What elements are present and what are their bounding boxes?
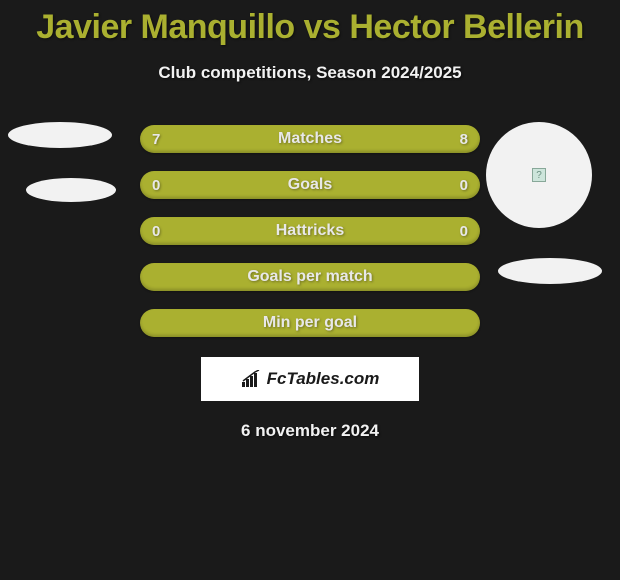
bar-chart-icon bbox=[241, 370, 263, 388]
stat-left-value: 0 bbox=[152, 223, 160, 240]
stat-row-matches: 7 Matches 8 bbox=[140, 125, 480, 153]
stat-right-value: 0 bbox=[460, 223, 468, 240]
stat-left-value: 7 bbox=[152, 131, 160, 148]
stat-left-value: 0 bbox=[152, 177, 160, 194]
stat-row-goals: 0 Goals 0 bbox=[140, 171, 480, 199]
stat-row-hattricks: 0 Hattricks 0 bbox=[140, 217, 480, 245]
site-logo-text: FcTables.com bbox=[267, 369, 380, 389]
stat-label: Goals per match bbox=[247, 268, 372, 286]
stat-label: Goals bbox=[288, 176, 332, 194]
placeholder-image-icon: ? bbox=[532, 168, 546, 182]
player-left-avatar-shadow-2 bbox=[26, 178, 116, 202]
stat-label: Hattricks bbox=[276, 222, 344, 240]
date-label: 6 november 2024 bbox=[0, 421, 620, 441]
stat-row-goals-per-match: Goals per match bbox=[140, 263, 480, 291]
site-logo[interactable]: FcTables.com bbox=[201, 357, 419, 401]
stat-right-value: 8 bbox=[460, 131, 468, 148]
stat-label: Matches bbox=[278, 130, 342, 148]
player-right-avatar-shadow bbox=[498, 258, 602, 284]
subtitle: Club competitions, Season 2024/2025 bbox=[0, 63, 620, 83]
stat-label: Min per goal bbox=[263, 314, 357, 332]
player-right-avatar: ? bbox=[486, 122, 592, 228]
page-title: Javier Manquillo vs Hector Bellerin bbox=[0, 0, 620, 47]
stat-row-min-per-goal: Min per goal bbox=[140, 309, 480, 337]
stat-right-value: 0 bbox=[460, 177, 468, 194]
player-left-avatar-shadow-1 bbox=[8, 122, 112, 148]
